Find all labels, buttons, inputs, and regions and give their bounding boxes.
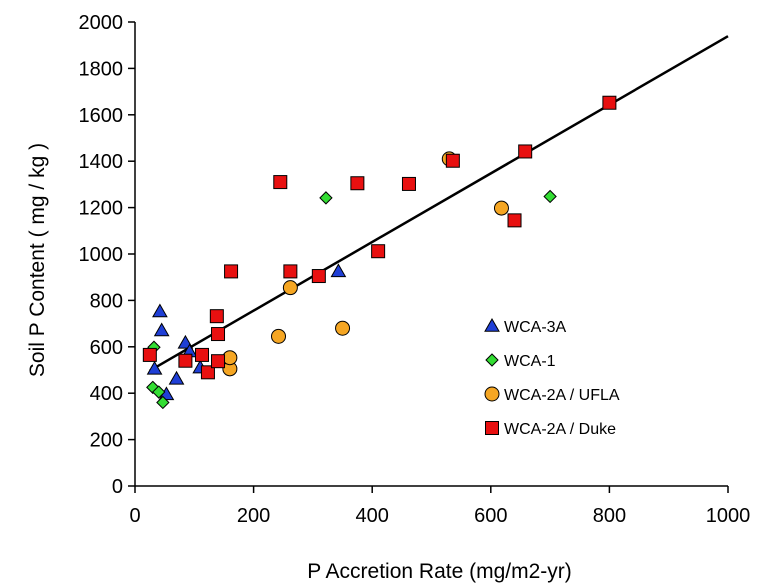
legend-marker-triangle [484, 317, 500, 332]
data-point-circle [335, 320, 351, 336]
data-point-circle [493, 200, 509, 216]
data-point-circle [271, 328, 287, 344]
y-tick-label: 1600 [79, 105, 124, 127]
data-point-square [142, 347, 157, 362]
legend-marker-square [485, 421, 499, 435]
data-point-square [445, 153, 460, 168]
data-point-square [283, 264, 298, 279]
data-point-square [350, 176, 365, 191]
y-tick-label: 800 [90, 290, 123, 312]
legend-label: WCA-2A / Duke [504, 421, 616, 438]
data-point-square [200, 365, 215, 380]
data-point-square [195, 347, 210, 362]
x-tick-label: 1000 [706, 505, 751, 527]
x-tick-label: 400 [356, 505, 389, 527]
data-point-triangle [146, 360, 163, 375]
x-tick-label: 600 [474, 505, 507, 527]
y-tick-label: 1000 [79, 244, 124, 266]
data-point-diamond [156, 395, 170, 410]
legend-label: WCA-1 [504, 353, 556, 370]
legend-label: WCA-2A / UFLA [504, 387, 620, 404]
y-tick-label: 0 [112, 476, 123, 498]
y-tick-label: 1200 [79, 198, 124, 220]
y-tick-label: 400 [90, 383, 123, 405]
data-points-group [142, 95, 617, 410]
data-point-square [273, 175, 288, 190]
data-point-square [371, 244, 386, 259]
x-axis-title: P Accretion Rate (mg/m2-yr) [307, 560, 572, 583]
data-point-square [507, 213, 522, 228]
data-point-square [311, 269, 326, 284]
data-point-triangle [330, 263, 347, 278]
data-point-triangle [152, 303, 168, 318]
data-point-square [211, 354, 226, 369]
data-point-diamond [319, 191, 333, 205]
data-point-circle [282, 280, 298, 296]
data-point-triangle [168, 370, 185, 385]
x-tick-label: 200 [237, 505, 270, 527]
y-axis-title: Soil P Content ( mg / kg ) [26, 143, 49, 377]
data-point-square [178, 353, 193, 368]
y-tick-label: 600 [90, 337, 123, 359]
data-point-square [224, 264, 239, 279]
data-point-triangle [153, 322, 170, 337]
axes-group: 0 200 400 600 800 1000 1200 1400 1600 1800 2000 0 20… [79, 12, 751, 527]
data-point-diamond [543, 189, 557, 204]
data-point-square [602, 95, 617, 110]
x-tick-label: 0 [129, 505, 140, 527]
legend-marker-diamond [485, 353, 499, 367]
y-tick-label: 1800 [79, 58, 124, 80]
data-point-diamond [152, 385, 166, 399]
data-point-square [518, 144, 533, 159]
trendline [149, 35, 729, 372]
data-point-square [401, 176, 416, 191]
data-point-square [209, 309, 224, 324]
y-tick-label: 200 [90, 430, 123, 452]
y-tick-label: 2000 [79, 12, 124, 34]
legend-marker-circle [484, 386, 500, 402]
x-tick-label: 800 [593, 505, 626, 527]
trendline-group [149, 35, 729, 372]
legend-label: WCA-3A [504, 319, 567, 336]
y-tick-label: 1400 [79, 151, 124, 173]
data-point-square [211, 327, 226, 342]
legend: WCA-3A WCA-1 WCA-2A / UFLA WCA-2A / Duke [484, 317, 620, 438]
